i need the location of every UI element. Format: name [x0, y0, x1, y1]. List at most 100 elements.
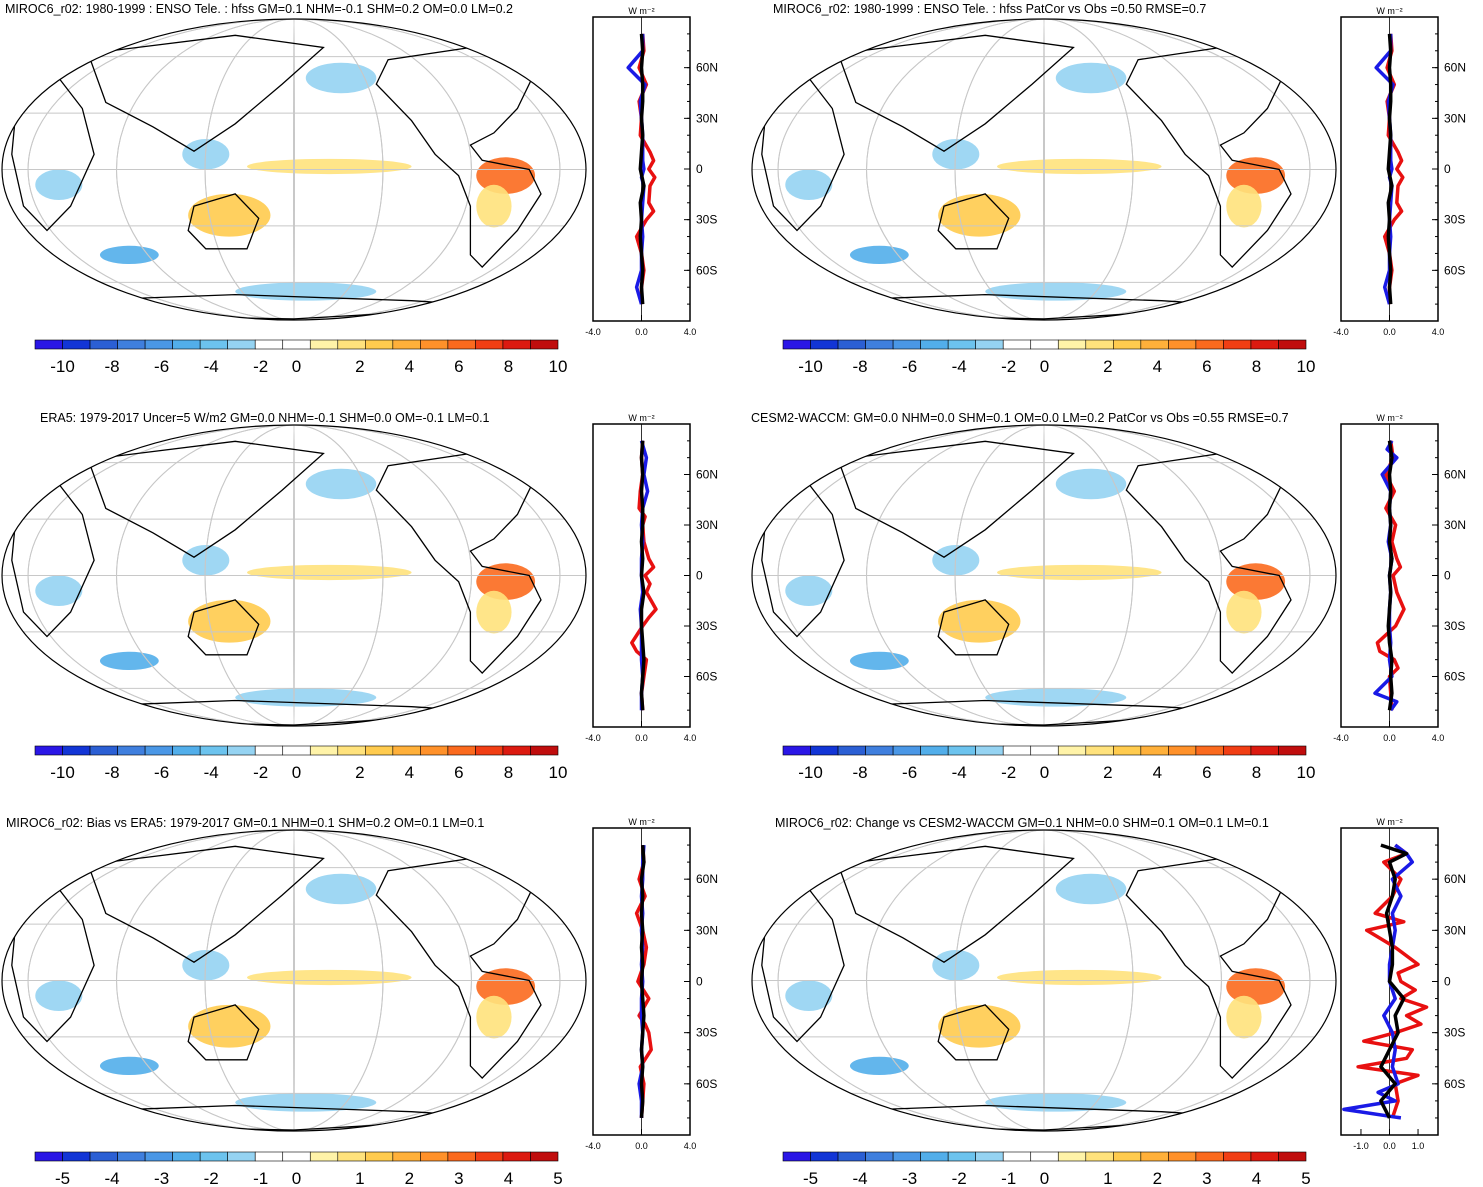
colorbar-cell [282, 339, 311, 350]
anomaly-region [849, 651, 909, 671]
colorbar-p3: -10 -8 -6 -4 -2 0 2 4 6 8 10 [34, 745, 567, 782]
map-border [1, 424, 587, 727]
anomaly-region [1055, 468, 1127, 500]
graticule-lon [777, 830, 1311, 1131]
anomaly-region [476, 184, 512, 228]
map-p5 [1, 829, 587, 1132]
colorbar-label: 4 [1153, 357, 1162, 376]
coastline [11, 888, 95, 1043]
colorbar-cell [1168, 1151, 1197, 1162]
lat-tick-label: 60S [696, 1077, 717, 1091]
lat-tick-label: 0 [696, 975, 703, 989]
anomaly-region [1226, 968, 1286, 1005]
anomaly-region [785, 169, 833, 200]
colorbar-label: 2 [405, 1169, 414, 1187]
lat-tick-label: 0 [696, 162, 703, 176]
graticule-lon [866, 425, 1222, 726]
colorbar-p5: -5 -4 -3 -2 -1 0 1 2 3 4 5 [34, 1151, 563, 1187]
colorbar-cell [254, 745, 284, 756]
colorbar-label: 2 [355, 763, 364, 782]
graticule-lon [777, 19, 1311, 320]
colorbar-label: -2 [952, 1169, 967, 1187]
lat-tick-label: 30S [696, 619, 717, 633]
colorbar-cell [530, 745, 559, 756]
colorbar-cell [782, 339, 811, 350]
graticule-lon [116, 830, 472, 1131]
lat-tick-label: 30S [1444, 213, 1465, 227]
colorbar-cell [89, 1151, 118, 1162]
colorbar-cell [172, 339, 201, 350]
anomaly-region [1226, 563, 1286, 600]
colorbar-label: -2 [253, 357, 268, 376]
anomaly-region [938, 599, 1021, 643]
colorbar-label: -4 [204, 763, 219, 782]
coastline [837, 440, 1075, 558]
anomaly-region [785, 980, 833, 1011]
lat-tick-label: 30N [696, 923, 718, 937]
colorbar-label: -4 [853, 1169, 868, 1187]
zonal-series-obs [1386, 440, 1394, 711]
map-p6 [751, 829, 1337, 1132]
colorbar-cell [475, 339, 504, 350]
colorbar-cell [920, 745, 949, 756]
anomaly-region [849, 245, 909, 265]
colorbar-label: 5 [1301, 1169, 1310, 1187]
anomaly-region [985, 1093, 1127, 1112]
colorbar-cell [34, 1151, 63, 1162]
lat-tick-label: 30N [1444, 518, 1466, 532]
graticule-lon [866, 19, 1222, 320]
chart-p4: W m⁻² 60N 30N 0 30S 60S -4.0 0.0 4.0 -10 -8 -6 -4 -2 0… [751, 413, 1466, 782]
colorbar-cell [975, 1151, 1004, 1162]
colorbar-cell [447, 745, 476, 756]
colorbar-label: -2 [204, 1169, 219, 1187]
colorbar-cell [975, 339, 1004, 350]
anomaly-region [476, 563, 536, 600]
coastline [937, 1004, 1010, 1061]
lat-tick-label: 30S [696, 1026, 717, 1040]
colorbar-cell [892, 1151, 921, 1162]
lat-tick-label: 30N [696, 518, 718, 532]
colorbar-label: -1 [1001, 1169, 1016, 1187]
anomaly-region [188, 599, 271, 643]
x-tick-label: 0.0 [1383, 327, 1396, 337]
x-tick-label: 4.0 [684, 1141, 697, 1151]
colorbar-cell [530, 1151, 559, 1162]
colorbar-cell [865, 745, 894, 756]
colorbar-cell [1030, 1151, 1059, 1162]
coastline [761, 483, 845, 638]
zonal-units: W m⁻² [1376, 817, 1402, 827]
colorbar-cell [1195, 745, 1224, 756]
anomaly-region [99, 651, 159, 671]
colorbar-cell [892, 745, 921, 756]
colorbar-cell [810, 745, 839, 756]
colorbar-label: -8 [853, 763, 868, 782]
anomaly-region [305, 468, 377, 500]
anomaly-region [985, 688, 1127, 707]
coastline [937, 599, 1010, 656]
colorbar-label: 2 [1103, 763, 1112, 782]
colorbar-label: 8 [504, 357, 513, 376]
map-border [751, 829, 1337, 1132]
anomaly-region [1055, 873, 1127, 905]
colorbar-cell [392, 1151, 421, 1162]
map-border [1, 18, 587, 321]
graticule-lon [204, 830, 384, 1131]
x-tick-label: -4.0 [1333, 733, 1349, 743]
zonal-plot-p1: W m⁻² 60N 30N 0 30S 60S -4.0 0.0 4.0 [585, 6, 718, 337]
colorbar-label: -6 [154, 763, 169, 782]
colorbar-cell [782, 745, 811, 756]
coastline [1125, 40, 1292, 269]
colorbar-cell [1223, 339, 1252, 350]
colorbar-cell [892, 339, 921, 350]
zonal-series-obs [1379, 843, 1409, 1119]
colorbar-cell [947, 1151, 976, 1162]
anomaly-region [476, 968, 536, 1005]
graticule-lon [1043, 830, 1045, 1131]
colorbar-cell [172, 1151, 201, 1162]
colorbar-cell [447, 1151, 476, 1162]
anomaly-region [35, 980, 83, 1011]
coastline [187, 193, 260, 250]
graticule-lon [116, 19, 472, 320]
colorbar-cell [282, 1151, 311, 1162]
colorbar-cell [1195, 339, 1224, 350]
